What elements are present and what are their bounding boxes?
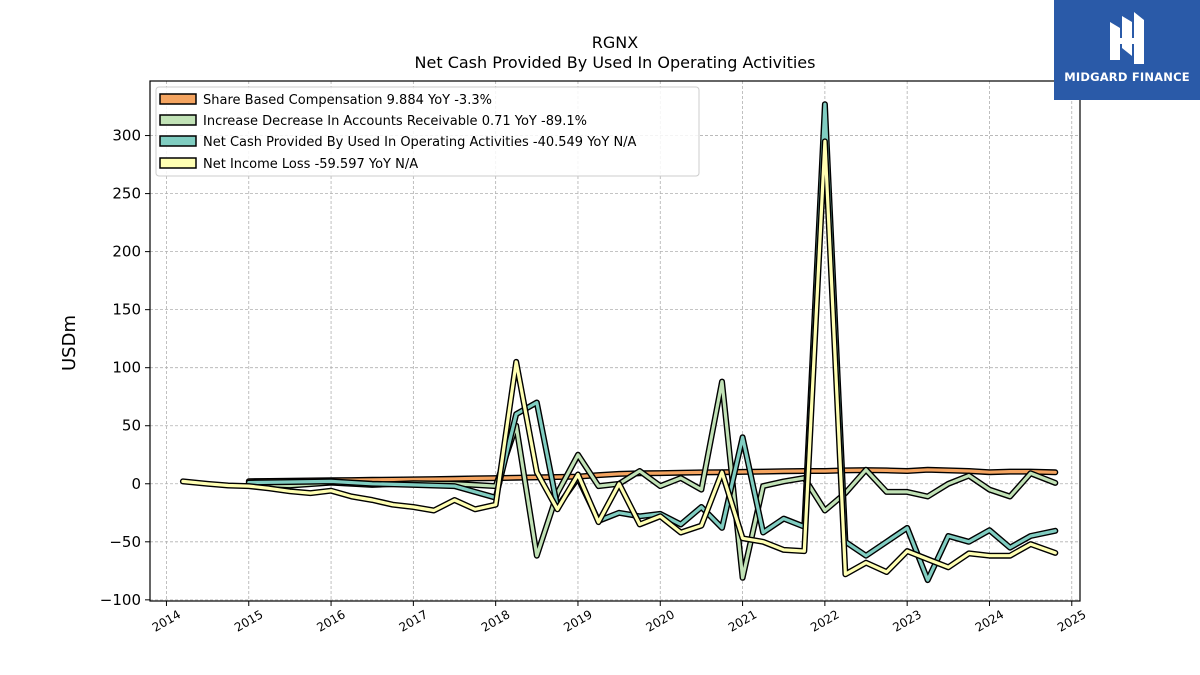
plot-frame [149, 80, 1081, 602]
legend-label: Increase Decrease In Accounts Receivable… [203, 114, 587, 129]
legend-item-accounts-receivable: Increase Decrease In Accounts Receivable… [159, 114, 587, 129]
series-lines [179, 101, 1059, 584]
legend-item-net-income-loss: Net Income Loss -59.597 YoY N/A [159, 157, 418, 172]
x-tick-label: 2017 [397, 607, 430, 634]
legend-item-share-based-compensation: Share Based Compensation 9.884 YoY -3.3% [159, 93, 492, 108]
x-axis: 2014 2015 2016 2017 2018 2019 2020 2021 2022 2023… [150, 601, 1088, 635]
legend: Share Based Compensation 9.884 YoY -3.3%… [155, 86, 700, 177]
series-stroke [181, 139, 1057, 576]
y-axis: −100 −50 0 50 100 150 200 250 300 [100, 127, 150, 609]
logo-text: MIDGARD FINANCE [1064, 70, 1190, 84]
x-tick-label: 2025 [1055, 607, 1088, 634]
legend-item-net-cash-operating: Net Cash Provided By Used In Operating A… [159, 135, 637, 150]
y-tick-label: 100 [112, 359, 141, 377]
chart-subtitle: Net Cash Provided By Used In Operating A… [415, 53, 816, 72]
y-tick-label: −100 [100, 591, 141, 609]
legend-label: Net Cash Provided By Used In Operating A… [203, 135, 637, 150]
x-tick-label: 2021 [726, 607, 759, 634]
y-tick-label: 300 [112, 127, 141, 145]
x-tick-label: 2018 [479, 607, 512, 634]
legend-swatch [159, 114, 197, 126]
x-tick-label: 2014 [150, 607, 183, 634]
y-tick-label: 200 [112, 243, 141, 261]
x-tick-label: 2015 [232, 607, 265, 634]
series-stroke [247, 380, 1057, 580]
legend-swatch [159, 135, 197, 147]
chart-title: RGNX [592, 33, 638, 52]
y-tick-label: 250 [112, 185, 141, 203]
y-tick-label: 0 [131, 475, 141, 493]
brand-logo: MIDGARD FINANCE [1054, 0, 1200, 100]
y-tick-label: −50 [109, 533, 141, 551]
legend-box [155, 86, 700, 177]
series-line-0 [245, 466, 1059, 485]
legend-swatch [159, 157, 197, 169]
x-tick-label: 2022 [808, 607, 841, 634]
legend-label: Share Based Compensation 9.884 YoY -3.3% [203, 93, 492, 108]
y-tick-label: 150 [112, 301, 141, 319]
series-line-2 [245, 101, 1059, 584]
series-line-3 [179, 138, 1059, 578]
legend-label: Net Income Loss -59.597 YoY N/A [203, 157, 418, 172]
x-tick-label: 2019 [561, 607, 594, 634]
x-tick-label: 2024 [973, 607, 1006, 634]
series-outline [179, 138, 1059, 578]
series-stroke [247, 468, 1057, 483]
logo-mark-icon [1110, 12, 1144, 64]
y-tick-label: 50 [122, 417, 141, 435]
x-tick-label: 2016 [314, 607, 347, 634]
series-line-1 [245, 378, 1059, 581]
x-tick-label: 2023 [890, 607, 923, 634]
x-tick-label: 2020 [644, 607, 677, 634]
legend-swatch [159, 93, 197, 105]
y-axis-label: USDm [59, 315, 80, 371]
series-stroke [247, 102, 1057, 582]
